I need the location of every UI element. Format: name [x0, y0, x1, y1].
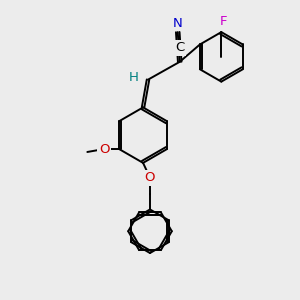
Text: O: O — [145, 171, 155, 184]
Text: H: H — [129, 71, 139, 84]
Text: N: N — [173, 17, 183, 30]
Text: F: F — [220, 15, 227, 28]
Text: O: O — [99, 142, 110, 155]
Text: C: C — [175, 41, 184, 55]
